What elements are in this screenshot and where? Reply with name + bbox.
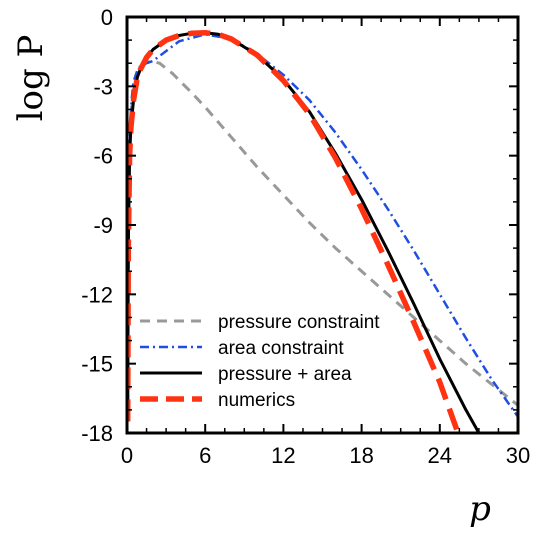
plot-frame [125,15,520,435]
x-tick-label: 24 [428,443,452,468]
legend-label: pressure + area [218,364,352,385]
y-tick-label: -18 [81,421,113,446]
y-tick-label: -9 [93,213,113,238]
legend: pressure constraint area constraint pressu… [140,312,380,411]
legend-label: area constraint [218,338,344,359]
x-tick-label: 18 [349,443,373,468]
y-tick-label: -12 [81,282,113,307]
y-axis-title: log P [11,35,51,122]
legend-label: pressure constraint [218,312,380,333]
x-tick-label: 30 [506,443,530,468]
y-tick-label: -3 [93,74,113,99]
x-tick-label: 6 [199,443,211,468]
series-layer [127,29,518,433]
series-line-numerics [127,29,461,433]
y-tick-label: -6 [93,144,113,169]
x-axis-title: p [469,489,491,529]
ticks-layer: 0 6 12 18 24 30 0 -3 -6 -9 -12 -15 -18 [81,5,530,468]
legend-label: numerics [218,390,295,411]
y-tick-label: -15 [81,352,113,377]
x-tick-label: 0 [121,443,133,468]
y-tick-label: 0 [101,5,113,30]
x-tick-label: 12 [271,443,295,468]
